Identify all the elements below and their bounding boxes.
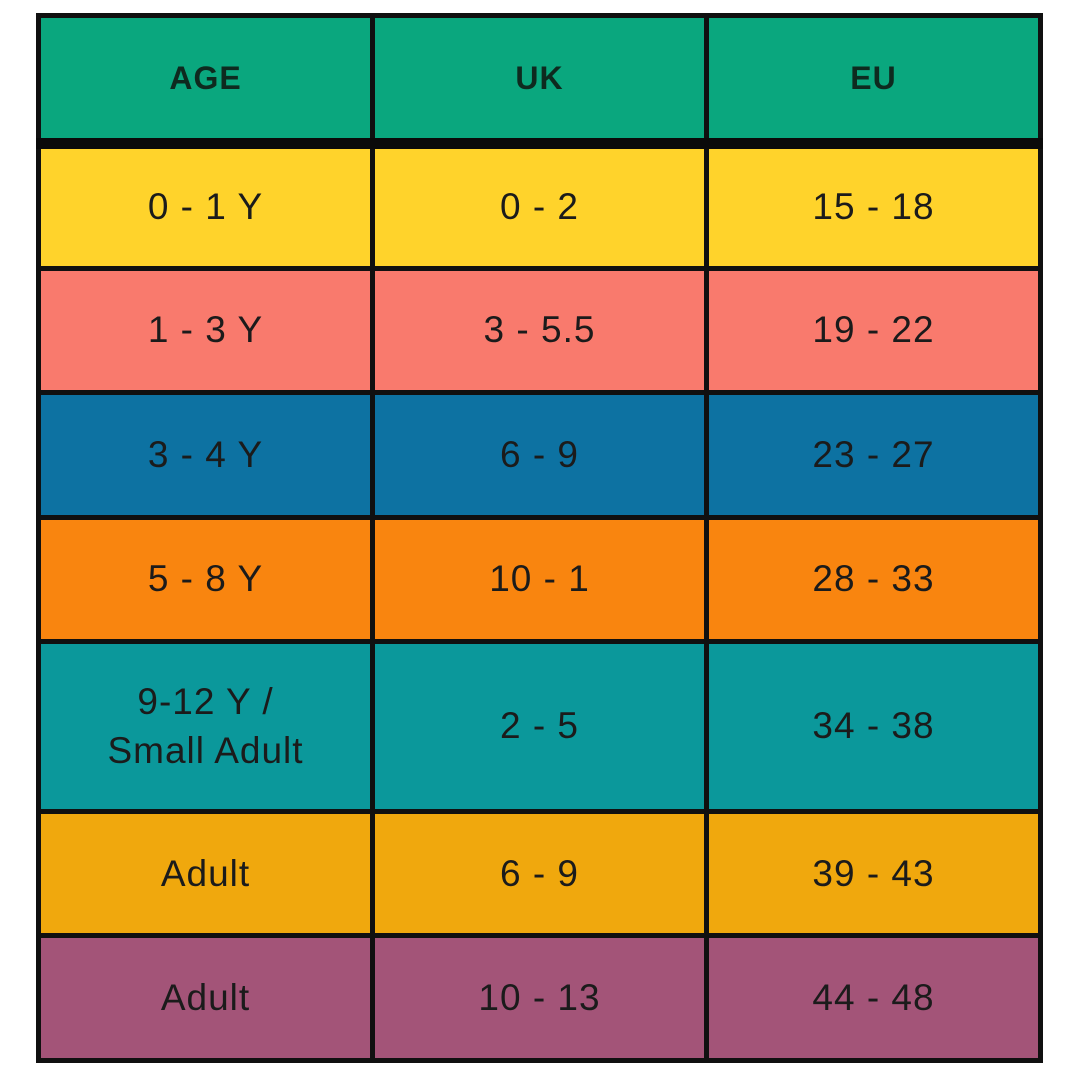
- age-cell: Adult: [36, 808, 375, 939]
- age-cell: 9-12 Y / Small Adult: [36, 639, 375, 814]
- uk-cell: 0 - 2: [370, 141, 709, 271]
- eu-cell: 39 - 43: [704, 808, 1043, 939]
- eu-cell: 15 - 18: [704, 141, 1043, 271]
- table-row: 1 - 3 Y 3 - 5.5 19 - 22: [36, 265, 1043, 396]
- table-row: 0 - 1 Y 0 - 2 15 - 18: [36, 141, 1043, 271]
- table-row: Adult 6 - 9 39 - 43: [36, 808, 1043, 939]
- eu-cell: 23 - 27: [704, 390, 1043, 520]
- uk-cell: 6 - 9: [370, 808, 709, 939]
- eu-cell: 19 - 22: [704, 265, 1043, 396]
- eu-cell: 34 - 38: [704, 639, 1043, 814]
- age-cell: 1 - 3 Y: [36, 265, 375, 396]
- table-row: 5 - 8 Y 10 - 1 28 - 33: [36, 514, 1043, 645]
- uk-cell: 6 - 9: [370, 390, 709, 520]
- table-row: Adult 10 - 13 44 - 48: [36, 933, 1043, 1063]
- uk-cell: 10 - 13: [370, 933, 709, 1063]
- column-header-eu: EU: [704, 13, 1043, 149]
- age-cell: Adult: [36, 933, 375, 1063]
- table-row: 3 - 4 Y 6 - 9 23 - 27: [36, 390, 1043, 520]
- eu-cell: 28 - 33: [704, 514, 1043, 645]
- age-cell: 0 - 1 Y: [36, 141, 375, 271]
- eu-cell: 44 - 48: [704, 933, 1043, 1063]
- uk-cell: 10 - 1: [370, 514, 709, 645]
- column-header-uk: UK: [370, 13, 709, 149]
- header-row: AGE UK EU: [36, 13, 1043, 149]
- uk-cell: 2 - 5: [370, 639, 709, 814]
- table-row: 9-12 Y / Small Adult 2 - 5 34 - 38: [36, 639, 1043, 814]
- uk-cell: 3 - 5.5: [370, 265, 709, 396]
- column-header-age: AGE: [36, 13, 375, 149]
- age-cell: 5 - 8 Y: [36, 514, 375, 645]
- size-conversion-table: AGE UK EU 0 - 1 Y 0 - 2 15 - 18 1 - 3 Y …: [36, 13, 1043, 1063]
- age-cell: 3 - 4 Y: [36, 390, 375, 520]
